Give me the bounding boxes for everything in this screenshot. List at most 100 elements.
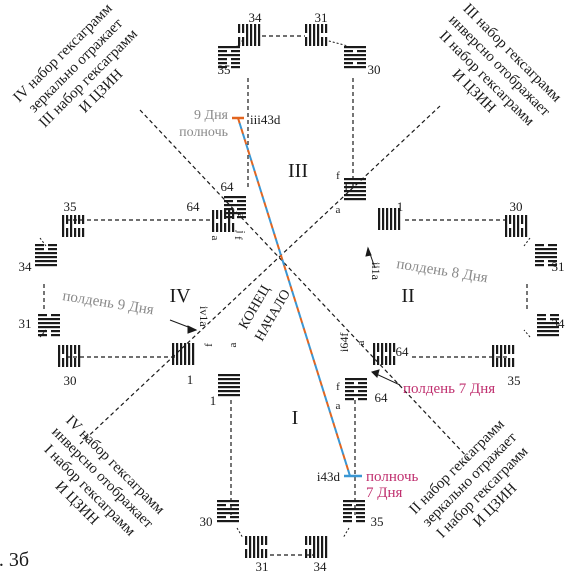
hexagram-line [217, 508, 239, 511]
line-letter-a: a [209, 236, 221, 241]
hexagram-line [344, 186, 366, 189]
hexagram-line [343, 508, 365, 511]
hexagram-line [218, 50, 227, 53]
marker-iv1a: iv1a [197, 306, 211, 327]
hexagram-31-icon [305, 24, 328, 46]
hexagram-line [313, 536, 316, 558]
line-letter-f: f [336, 381, 340, 393]
hexagram-line [343, 516, 352, 519]
hexagram-1-icon [172, 343, 195, 365]
hexagram-line [357, 62, 366, 65]
hex-number-31: 31 [19, 316, 32, 331]
hexagram-line [535, 264, 544, 267]
hexagram-line [377, 356, 380, 365]
hexagram-line [548, 244, 557, 247]
line-letter-a: a [227, 342, 239, 347]
marker-i43d: i43d [317, 469, 341, 484]
hexagram-35-icon [492, 345, 515, 367]
hexagram-line [508, 345, 511, 354]
hexagram-line [508, 358, 511, 367]
hexagram-line [237, 200, 246, 203]
hexagram-line [218, 390, 240, 393]
hexagram-line [224, 212, 246, 215]
hexagram-line [237, 216, 246, 219]
hexagram-line [504, 345, 507, 354]
note-top-right: III набор гексаграмм инверсно отображает… [436, 1, 565, 130]
hexagram-line [249, 536, 252, 558]
hexagram-line [66, 215, 69, 224]
hexagram-line [398, 208, 401, 230]
hexagram-line [212, 210, 215, 232]
hexagram-line [51, 334, 60, 337]
hexagram-line [231, 66, 240, 69]
hex-number-35: 35 [508, 373, 521, 388]
hex-number-1: 1 [187, 372, 194, 387]
hexagram-line [66, 228, 69, 237]
hexagram-line [343, 504, 352, 507]
note-bottom-left: IV набор гексаграмм инверсно отображает … [41, 413, 168, 540]
hexagram-line [509, 228, 512, 237]
hex-number-31: 31 [315, 10, 328, 25]
hexagram-line [390, 208, 393, 230]
region-label-iii: III [288, 160, 308, 182]
hex-number-1: 1 [343, 179, 350, 194]
hexagram-line [184, 343, 187, 365]
hex-number-34: 34 [19, 259, 33, 274]
hexagram-line [38, 318, 60, 321]
label-9-day: 9 Дня [194, 108, 229, 123]
hexagram-line [344, 198, 366, 201]
hexagram-line [394, 208, 397, 230]
hexagram-line [492, 345, 495, 367]
line-letter-a: a [336, 204, 341, 216]
hexagram-line [224, 223, 227, 232]
hexagram-line [218, 46, 240, 49]
hexagram-line [548, 264, 557, 267]
region-label-i: I [292, 407, 299, 429]
hexagram-line [535, 252, 557, 255]
hexagram-line [343, 512, 352, 515]
hexagram-line [321, 536, 324, 558]
hexagram-line [246, 24, 249, 46]
hexagram-line [344, 54, 366, 57]
hexagram-line [325, 24, 328, 33]
hexagram-line [218, 394, 240, 397]
hexagram-line [521, 228, 524, 237]
hexagram-line [35, 264, 57, 267]
hexagram-34-icon [35, 244, 57, 267]
hexagram-line [237, 208, 246, 211]
hexagram-line [344, 46, 366, 49]
hexagram-line [230, 504, 239, 507]
hexagram-line [309, 536, 312, 545]
hexagram-line [344, 58, 366, 61]
hex-number-35: 35 [371, 514, 384, 529]
hexagram-34-icon [537, 314, 559, 337]
label-noon-7-day: полдень 7 Дня [403, 381, 495, 397]
hex-number-31: 31 [256, 559, 269, 572]
hex-number-1: 1 [210, 393, 217, 408]
hexagram-line [35, 244, 44, 247]
hexagram-line [224, 210, 227, 219]
hex-number-30: 30 [64, 373, 77, 388]
hexagram-line [218, 62, 227, 65]
hexagram-line [504, 358, 507, 367]
hexagram-line [38, 314, 47, 317]
hexagram-line [309, 24, 312, 46]
hexagram-line [217, 512, 239, 515]
hexagram-line [505, 215, 508, 237]
hexagram-line [537, 322, 559, 325]
line-letter-j: j [235, 229, 247, 233]
hexagram-line [321, 24, 324, 33]
hexagram-line [309, 549, 312, 558]
hexagram-line [74, 228, 77, 237]
hexagram-30-icon [505, 215, 528, 237]
hexagram-line [386, 208, 389, 230]
hexagram-line [345, 390, 354, 393]
hexagram-line [66, 345, 69, 367]
hexagram-line [356, 512, 365, 515]
hexagram-line [78, 345, 81, 367]
hexagram-31-icon [535, 244, 557, 267]
hexagram-line [242, 37, 245, 46]
hexagram-35-icon [62, 215, 85, 237]
hexagram-line [238, 37, 241, 46]
hexagram-line [535, 260, 544, 263]
